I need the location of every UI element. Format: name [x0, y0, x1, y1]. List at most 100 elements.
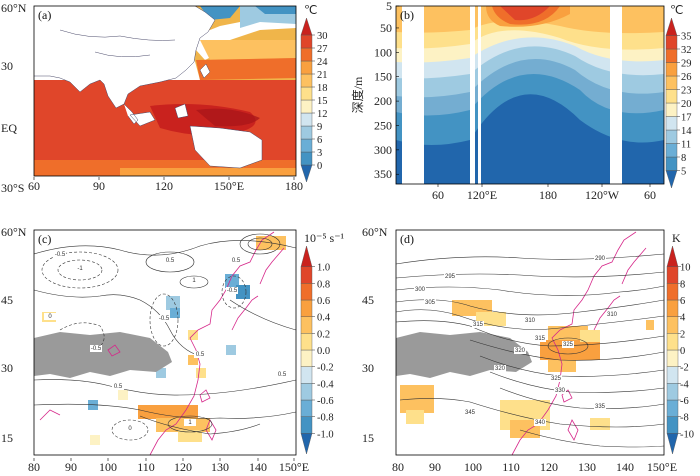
colorbar-tick-label: -4: [680, 379, 689, 390]
colorbar-swatch: [666, 416, 679, 434]
colorbar-tick-label: 6: [317, 135, 322, 146]
panel-b-label: (b): [400, 8, 414, 22]
contour-label: 300: [415, 287, 426, 293]
colorbar-tick-label: 27: [317, 44, 328, 55]
y-tick-label: 60°N: [1, 1, 27, 15]
colorbar-swatch: [665, 129, 678, 144]
x-tick-label: 100: [99, 460, 117, 474]
colorbar-swatch: [665, 102, 678, 117]
colorbar-tick-label: 26: [681, 72, 692, 83]
colorbar-tick-label: 1.0: [317, 263, 330, 274]
colorbar-tick-label: -1.0: [317, 429, 334, 440]
y-tick-label: 30°S: [1, 181, 24, 195]
colorbar-tick-label: 10: [680, 263, 691, 274]
colorbar-tick-label: 23: [681, 86, 692, 97]
panel-d-label: (d): [400, 232, 414, 246]
colorbar-tick-label: 0.2: [317, 329, 330, 340]
colorbar-tick-label: 30: [317, 31, 328, 42]
colorbar-swatch: [300, 245, 313, 267]
colorbar-swatch: [665, 156, 678, 171]
y-tick-label: 300: [374, 143, 392, 157]
y-tick-label: EQ: [1, 121, 17, 135]
colorbar-swatch: [300, 416, 313, 434]
colorbar-tick-label: 21: [317, 70, 328, 81]
colorbar-tick-label: 9: [317, 122, 322, 133]
x-tick-label: 60: [644, 188, 656, 202]
colorbar-swatch: [666, 283, 679, 301]
contour-label: 310: [525, 318, 536, 324]
colorbar-swatch: [300, 34, 313, 49]
y-tick-label: 30: [1, 59, 13, 73]
colorbar-tick-label: -10: [680, 429, 694, 440]
contour-label: 0: [128, 426, 132, 432]
colorbar-tick-label: 11: [681, 140, 691, 151]
contour-label: 0.5: [278, 372, 287, 378]
x-tick-label: 110: [137, 460, 155, 474]
colorbar-tick-label: 15: [317, 96, 328, 107]
y-tick-label: 50: [380, 21, 392, 35]
colorbar-tick-label: -8: [680, 413, 689, 424]
colorbar-b-unit: ℃: [670, 3, 683, 17]
colorbar-swatch: [666, 245, 679, 267]
colorbar-swatch: [300, 283, 313, 301]
panel-d: 2902953003053103153203253303353403453153…: [362, 225, 694, 474]
y-tick-label: 30: [362, 361, 374, 375]
panel-c: -1 -0.5 0 0.5 1 -0.5 0.5 0.5 -0.5 0 0.5 1 -0.5 0.5 (c…: [1, 225, 345, 474]
y-tick-label: 350: [374, 167, 392, 181]
colorbar-swatch: [666, 266, 679, 284]
contour-label: 0.5: [114, 384, 123, 390]
colorbar-tick-label: 3: [317, 148, 322, 159]
colorbar-tick-label: 6: [680, 296, 685, 307]
colorbar-tick-label: -6: [680, 396, 689, 407]
x-tick-label: 90: [429, 460, 441, 474]
contour-label: -0.5: [159, 316, 170, 322]
colorbar-swatch: [300, 99, 313, 114]
contour-label: 315: [473, 322, 484, 328]
colorbar-swatch: [300, 60, 313, 75]
contour-label: 330: [555, 388, 566, 394]
colorbar-swatch: [300, 47, 313, 62]
colorbar-swatch: [666, 333, 679, 351]
contour-label: 335: [595, 404, 606, 410]
contour-label: 1: [188, 420, 192, 426]
y-tick-label: 45: [362, 293, 374, 307]
contour-label: 315: [535, 336, 546, 342]
colorbar-b: 35 32 29 26 23 20 17 14 11 8 5 ℃: [665, 3, 692, 189]
x-tick-label: 120°E: [467, 188, 497, 202]
y-tick-label: 60°N: [1, 225, 27, 239]
colorbar-tick-label: 0: [317, 161, 322, 172]
y-tick-label: 150: [374, 70, 392, 84]
x-tick-label: 130: [578, 460, 596, 474]
colorbar-c-unit: 10⁻⁵ s⁻¹: [304, 231, 345, 245]
colorbar-tick-label: 14: [681, 126, 692, 137]
colorbar-a-unit: ℃: [304, 3, 317, 17]
colorbar-swatch: [300, 17, 313, 36]
x-tick-label: 150°E: [214, 179, 244, 193]
colorbar-c: 1.0 0.8 0.6 0.4 0.2 0.0 -0.2 -0.4 -0.6 -0.8 -1.0 1…: [300, 231, 345, 455]
colorbar-tick-label: 0.6: [317, 296, 330, 307]
colorbar-swatch: [300, 399, 313, 417]
colorbar-swatch: [666, 433, 679, 455]
panel-c-label: (c): [38, 232, 51, 246]
x-tick-label: 130: [211, 460, 229, 474]
colorbar-d: 10 8 6 4 2 0 -2 -4 -6 -8 -10 K: [666, 231, 694, 455]
colorbar-tick-label: 35: [681, 32, 692, 43]
contour-label: 325: [563, 342, 574, 348]
colorbar-swatch: [300, 316, 313, 334]
x-tick-label: 150°E: [647, 460, 677, 474]
panel-b: (b) 深度/m 60 120°E 180 120°W 60 5 50 100 150 200 25…: [350, 0, 692, 202]
contour-label: 0.5: [196, 352, 205, 358]
colorbar-tick-label: 29: [681, 59, 692, 70]
colorbar-swatch: [300, 333, 313, 351]
x-tick-label: 60: [28, 179, 40, 193]
colorbar-swatch: [300, 349, 313, 367]
contour-label: 345: [465, 410, 476, 416]
colorbar-swatch: [300, 73, 313, 88]
colorbar-tick-label: -2: [680, 363, 689, 374]
y-tick-label: 15: [1, 431, 13, 445]
y-tick-label: 100: [374, 45, 392, 59]
colorbar-tick-label: 24: [317, 57, 328, 68]
colorbar-swatch: [300, 86, 313, 101]
colorbar-swatch: [665, 89, 678, 104]
